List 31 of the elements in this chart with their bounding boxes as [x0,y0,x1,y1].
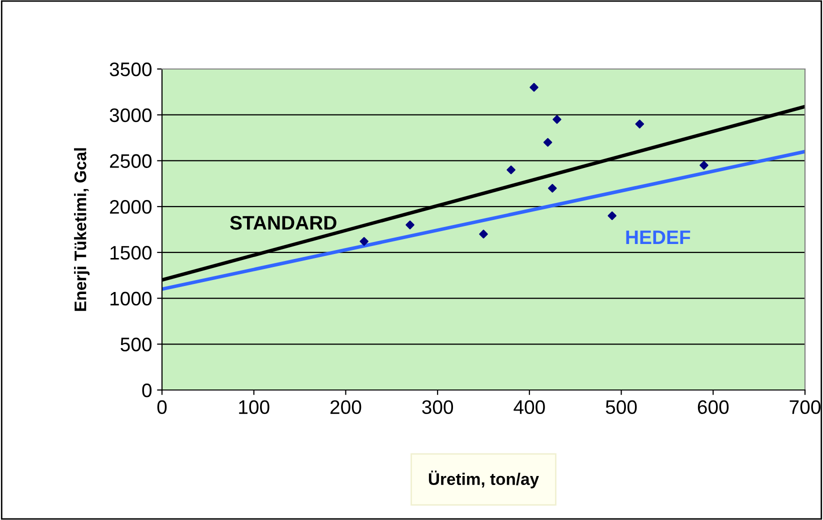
point [608,211,616,220]
y-tick-label: 1500 [110,246,152,260]
y-tick-label: 1000 [110,292,152,306]
point [700,160,708,170]
x-tick-label: 700 [790,400,820,414]
y-tick-label: 0 [142,383,152,398]
x-tick-label: 500 [606,400,637,414]
point [479,230,488,238]
series-label: STANDARD [230,216,336,230]
x-tick-label: 600 [698,400,729,414]
point [543,138,552,147]
y-tick-label: 2000 [110,200,152,214]
x-tick-label: 300 [422,400,454,414]
point [552,115,562,124]
point [530,82,538,92]
y-tick-label: 2500 [110,154,152,168]
point [548,184,557,193]
point [360,237,368,246]
x-tick-label: 0 [157,400,167,414]
y-tick-label: 500 [120,338,152,352]
point [506,166,516,174]
y-tick-label: 3500 [110,62,152,76]
y-axis-title: Enerji Tüketimi, Gcal [74,148,90,311]
x-axis-title: Üretim, ton/ay [428,470,539,488]
x-tick-label: 400 [514,400,545,414]
text: HEDEF [626,230,690,244]
x-tick-label: 100 [239,400,270,414]
y-tick-label: 3000 [110,108,152,122]
x-tick-label: 200 [330,400,362,414]
point [406,220,414,230]
point [635,120,644,128]
